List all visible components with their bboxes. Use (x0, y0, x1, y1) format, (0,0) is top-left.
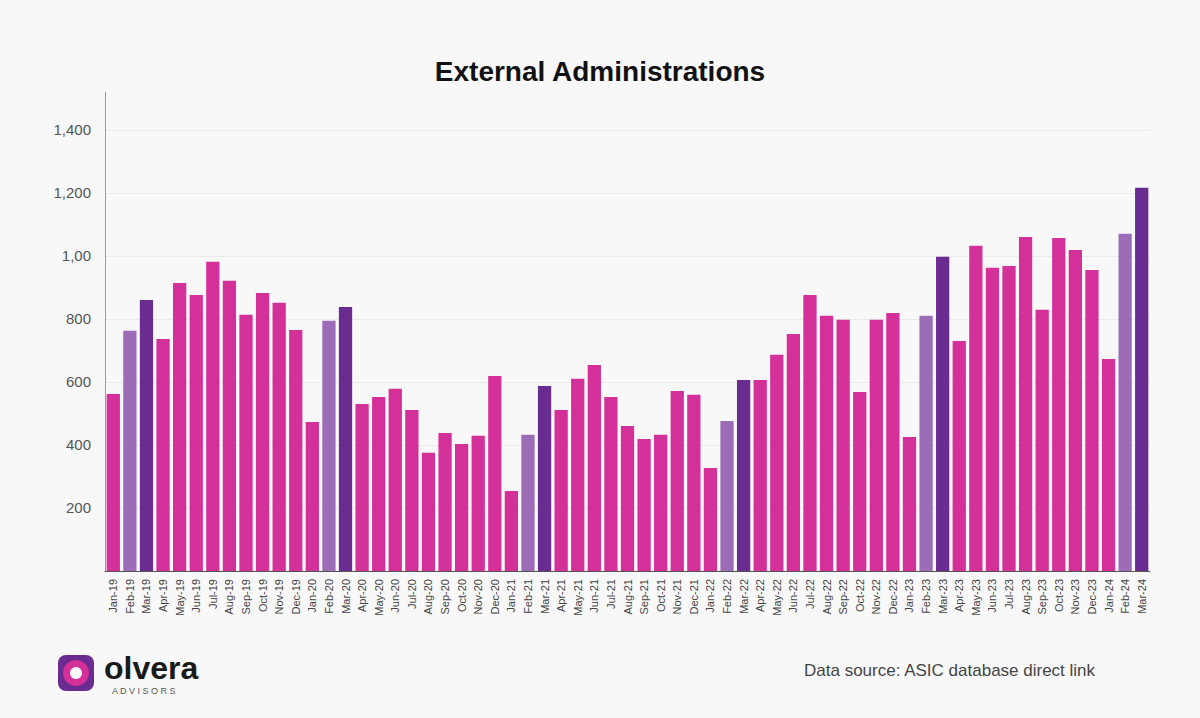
svg-text:1,200: 1,200 (53, 184, 91, 201)
svg-text:Aug-19: Aug-19 (223, 579, 235, 614)
svg-text:Jun-22: Jun-22 (787, 579, 799, 613)
svg-text:Oct-21: Oct-21 (655, 579, 667, 612)
svg-text:Mar-19: Mar-19 (140, 579, 152, 614)
svg-text:Nov-22: Nov-22 (870, 579, 882, 614)
svg-text:Oct-19: Oct-19 (257, 579, 269, 612)
svg-text:Jan-23: Jan-23 (903, 579, 915, 613)
svg-text:Sep-21: Sep-21 (638, 579, 650, 614)
svg-text:Apr-22: Apr-22 (754, 579, 766, 612)
svg-text:Dec-19: Dec-19 (290, 579, 302, 614)
svg-text:Aug-23: Aug-23 (1020, 579, 1032, 614)
svg-text:Nov-19: Nov-19 (273, 579, 285, 614)
svg-text:Oct-20: Oct-20 (456, 579, 468, 612)
svg-text:Feb-24: Feb-24 (1119, 579, 1131, 614)
svg-text:Dec-20: Dec-20 (489, 579, 501, 614)
svg-text:Aug-22: Aug-22 (821, 579, 833, 614)
svg-text:Jul-20: Jul-20 (406, 579, 418, 609)
svg-text:Feb-19: Feb-19 (124, 579, 136, 614)
svg-text:Jun-23: Jun-23 (986, 579, 998, 613)
svg-text:600: 600 (66, 373, 91, 390)
svg-text:1,00: 1,00 (62, 247, 91, 264)
svg-text:Feb-22: Feb-22 (721, 579, 733, 614)
svg-text:Jul-21: Jul-21 (605, 579, 617, 609)
svg-text:Feb-21: Feb-21 (522, 579, 534, 614)
svg-text:Apr-23: Apr-23 (953, 579, 965, 612)
svg-text:200: 200 (66, 499, 91, 516)
svg-text:May-21: May-21 (572, 579, 584, 616)
svg-text:Jul-23: Jul-23 (1003, 579, 1015, 609)
svg-text:400: 400 (66, 436, 91, 453)
svg-text:A D V I S O R S: A D V I S O R S (112, 686, 176, 696)
svg-text:Nov-21: Nov-21 (671, 579, 683, 614)
svg-text:May-19: May-19 (174, 579, 186, 616)
svg-text:Apr-19: Apr-19 (157, 579, 169, 612)
svg-text:Sep-20: Sep-20 (439, 579, 451, 614)
svg-text:Jun-19: Jun-19 (190, 579, 202, 613)
svg-text:Jul-22: Jul-22 (804, 579, 816, 609)
svg-text:May-23: May-23 (970, 579, 982, 616)
svg-text:Aug-20: Aug-20 (422, 579, 434, 614)
svg-text:Sep-19: Sep-19 (240, 579, 252, 614)
svg-text:olvera: olvera (104, 650, 198, 686)
svg-text:Apr-21: Apr-21 (555, 579, 567, 612)
svg-text:Dec-21: Dec-21 (688, 579, 700, 614)
svg-text:Mar-20: Mar-20 (340, 579, 352, 614)
svg-text:800: 800 (66, 310, 91, 327)
svg-text:Jun-20: Jun-20 (389, 579, 401, 613)
svg-text:Nov-20: Nov-20 (472, 579, 484, 614)
svg-text:1,400: 1,400 (53, 121, 91, 138)
svg-text:Sep-22: Sep-22 (837, 579, 849, 614)
svg-text:Feb-20: Feb-20 (323, 579, 335, 614)
svg-text:Jan-20: Jan-20 (306, 579, 318, 613)
svg-text:Sep-23: Sep-23 (1036, 579, 1048, 614)
svg-text:Nov-23: Nov-23 (1069, 579, 1081, 614)
svg-text:Oct-23: Oct-23 (1053, 579, 1065, 612)
svg-text:May-22: May-22 (771, 579, 783, 616)
svg-text:External Administrations: External Administrations (435, 56, 765, 87)
svg-text:Jan-21: Jan-21 (505, 579, 517, 613)
svg-text:Mar-22: Mar-22 (738, 579, 750, 614)
svg-text:Jan-24: Jan-24 (1103, 579, 1115, 613)
svg-text:May-20: May-20 (373, 579, 385, 616)
svg-text:Jan-22: Jan-22 (704, 579, 716, 613)
svg-text:Jul-19: Jul-19 (207, 579, 219, 609)
svg-text:Data source: ASIC database dir: Data source: ASIC database direct link (804, 661, 1096, 680)
svg-text:Jun-21: Jun-21 (588, 579, 600, 613)
svg-text:Oct-22: Oct-22 (854, 579, 866, 612)
svg-text:Dec-22: Dec-22 (887, 579, 899, 614)
svg-text:Mar-24: Mar-24 (1136, 579, 1148, 614)
svg-text:Apr-20: Apr-20 (356, 579, 368, 612)
svg-text:Mar-23: Mar-23 (937, 579, 949, 614)
svg-text:Dec-23: Dec-23 (1086, 579, 1098, 614)
svg-text:Aug-21: Aug-21 (622, 579, 634, 614)
svg-text:Jan-19: Jan-19 (107, 579, 119, 613)
svg-text:Feb-23: Feb-23 (920, 579, 932, 614)
svg-text:Mar-21: Mar-21 (539, 579, 551, 614)
